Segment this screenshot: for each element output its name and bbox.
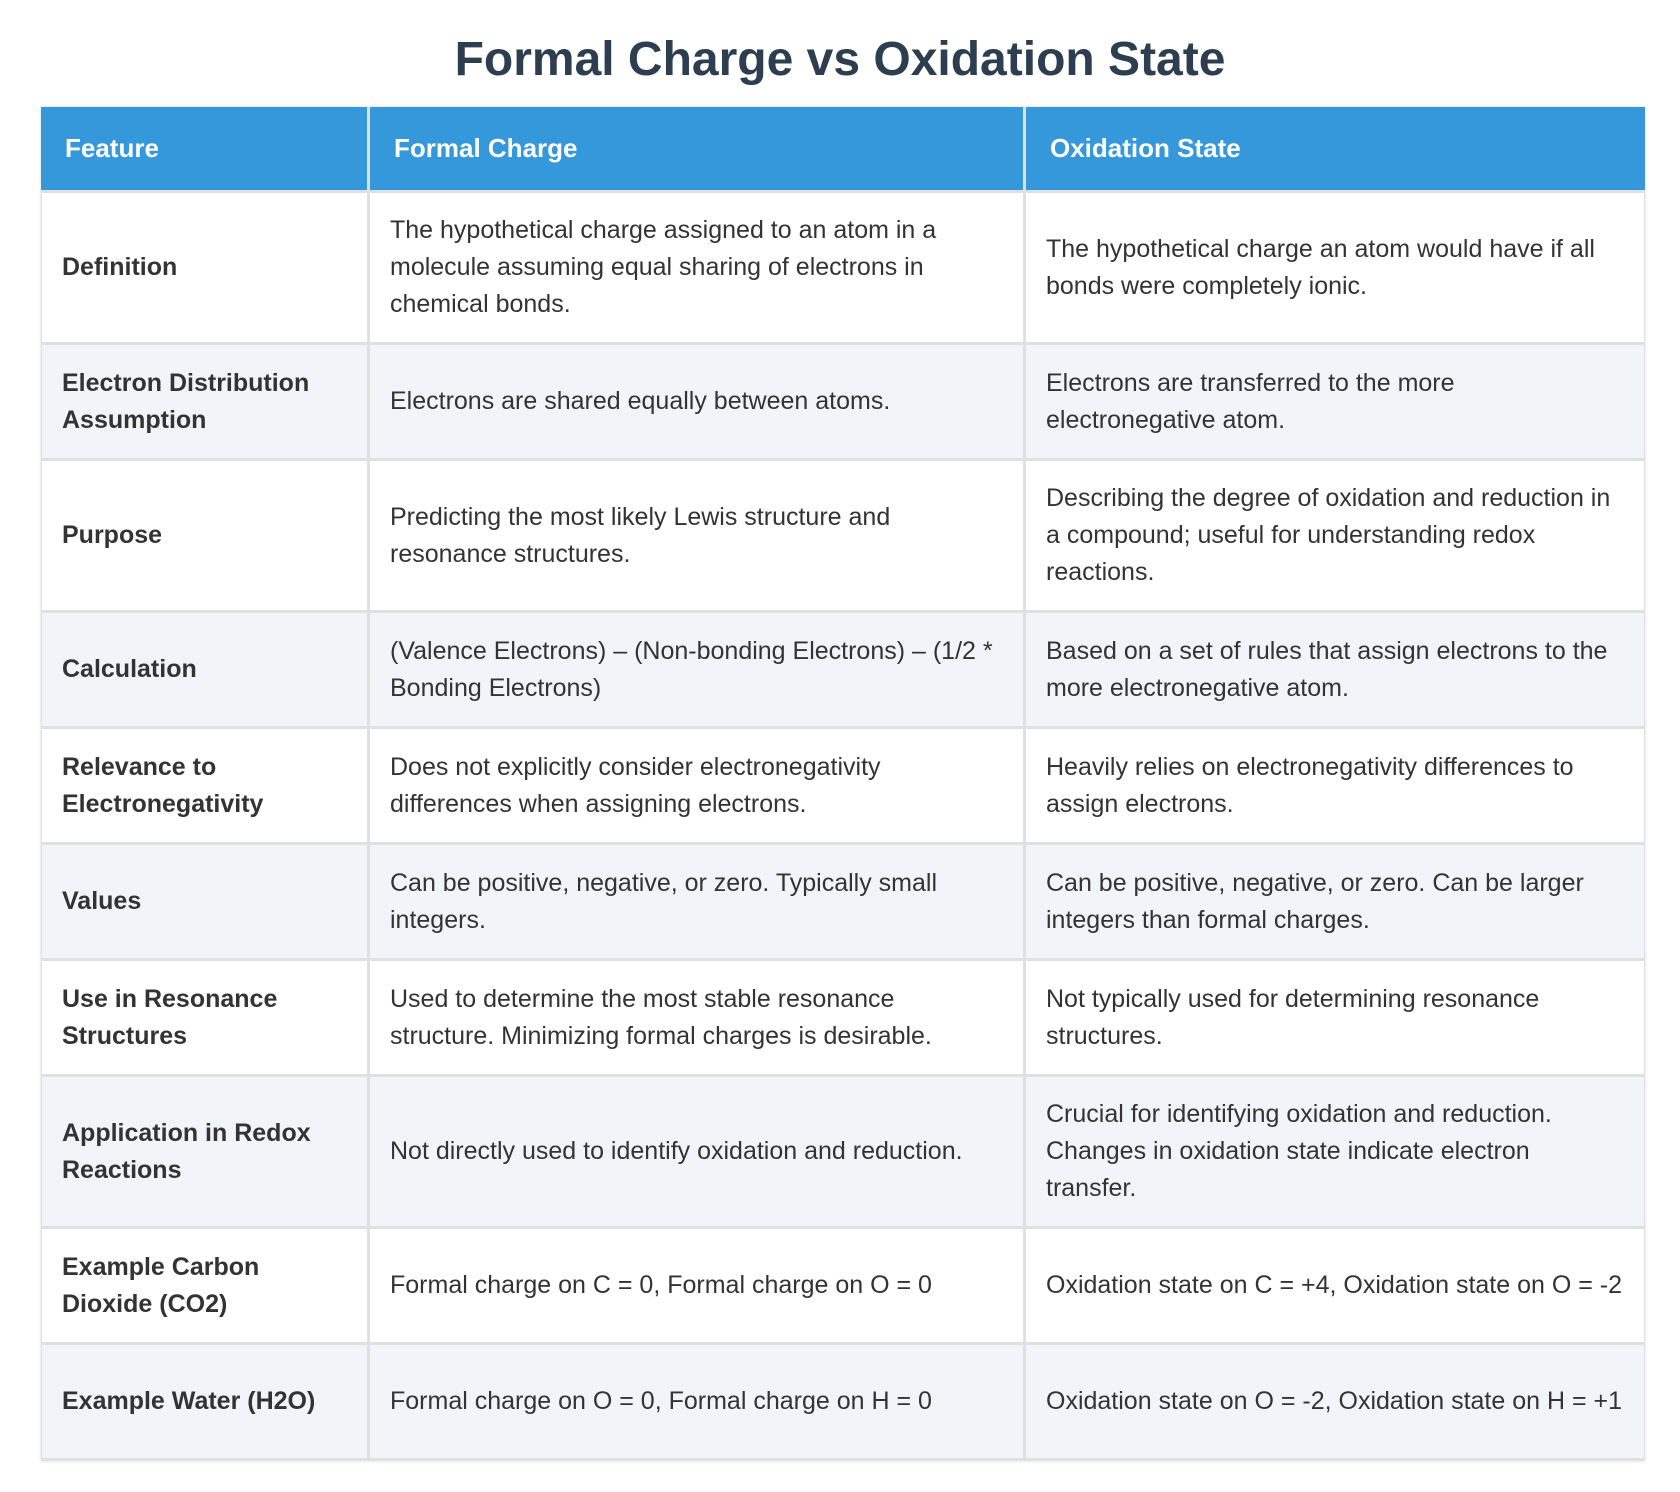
- formal-charge-cell: Not directly used to identify oxidation …: [370, 1077, 1026, 1229]
- header-row: Feature Formal Charge Oxidation State: [41, 107, 1645, 193]
- feature-cell: Example Carbon Dioxide (CO2): [41, 1229, 370, 1345]
- oxidation-state-cell: The hypothetical charge an atom would ha…: [1026, 193, 1645, 345]
- header-formal-charge: Formal Charge: [370, 107, 1026, 193]
- feature-cell: Use in Resonance Structures: [41, 961, 370, 1077]
- formal-charge-cell: Can be positive, negative, or zero. Typi…: [370, 845, 1026, 961]
- formal-charge-cell: Electrons are shared equally between ato…: [370, 345, 1026, 461]
- feature-cell: Purpose: [41, 461, 370, 613]
- oxidation-state-cell: Not typically used for determining reson…: [1026, 961, 1645, 1077]
- formal-charge-cell: (Valence Electrons) – (Non-bonding Elect…: [370, 613, 1026, 729]
- oxidation-state-cell: Oxidation state on C = +4, Oxidation sta…: [1026, 1229, 1645, 1345]
- oxidation-state-cell: Describing the degree of oxidation and r…: [1026, 461, 1645, 613]
- table-row: Example Water (H2O) Formal charge on O =…: [41, 1345, 1645, 1461]
- comparison-table-container: Feature Formal Charge Oxidation State De…: [41, 107, 1645, 1461]
- oxidation-state-cell: Crucial for identifying oxidation and re…: [1026, 1077, 1645, 1229]
- oxidation-state-cell: Based on a set of rules that assign elec…: [1026, 613, 1645, 729]
- formal-charge-cell: Does not explicitly consider electronega…: [370, 729, 1026, 845]
- header-oxidation-state: Oxidation State: [1026, 107, 1645, 193]
- oxidation-state-cell: Can be positive, negative, or zero. Can …: [1026, 845, 1645, 961]
- formal-charge-cell: Formal charge on C = 0, Formal charge on…: [370, 1229, 1026, 1345]
- table-row: Relevance to Electronegativity Does not …: [41, 729, 1645, 845]
- feature-cell: Application in Redox Reactions: [41, 1077, 370, 1229]
- table-row: Calculation (Valence Electrons) – (Non-b…: [41, 613, 1645, 729]
- table-row: Definition The hypothetical charge assig…: [41, 193, 1645, 345]
- formal-charge-cell: Predicting the most likely Lewis structu…: [370, 461, 1026, 613]
- oxidation-state-cell: Electrons are transferred to the more el…: [1026, 345, 1645, 461]
- feature-cell: Calculation: [41, 613, 370, 729]
- formal-charge-cell: Used to determine the most stable resona…: [370, 961, 1026, 1077]
- table-row: Purpose Predicting the most likely Lewis…: [41, 461, 1645, 613]
- oxidation-state-cell: Oxidation state on O = -2, Oxidation sta…: [1026, 1345, 1645, 1461]
- feature-cell: Electron Distribution Assumption: [41, 345, 370, 461]
- table-row: Application in Redox Reactions Not direc…: [41, 1077, 1645, 1229]
- feature-cell: Example Water (H2O): [41, 1345, 370, 1461]
- feature-cell: Values: [41, 845, 370, 961]
- oxidation-state-cell: Heavily relies on electronegativity diff…: [1026, 729, 1645, 845]
- header-feature: Feature: [41, 107, 370, 193]
- feature-cell: Definition: [41, 193, 370, 345]
- formal-charge-cell: Formal charge on O = 0, Formal charge on…: [370, 1345, 1026, 1461]
- table-row: Use in Resonance Structures Used to dete…: [41, 961, 1645, 1077]
- table-row: Example Carbon Dioxide (CO2) Formal char…: [41, 1229, 1645, 1345]
- page-title: Formal Charge vs Oxidation State: [454, 33, 1226, 86]
- comparison-table: Feature Formal Charge Oxidation State De…: [41, 107, 1645, 1461]
- table-body: Definition The hypothetical charge assig…: [41, 193, 1645, 1461]
- formal-charge-cell: The hypothetical charge assigned to an a…: [370, 193, 1026, 345]
- table-row: Values Can be positive, negative, or zer…: [41, 845, 1645, 961]
- table-row: Electron Distribution Assumption Electro…: [41, 345, 1645, 461]
- feature-cell: Relevance to Electronegativity: [41, 729, 370, 845]
- table-header: Feature Formal Charge Oxidation State: [41, 107, 1645, 193]
